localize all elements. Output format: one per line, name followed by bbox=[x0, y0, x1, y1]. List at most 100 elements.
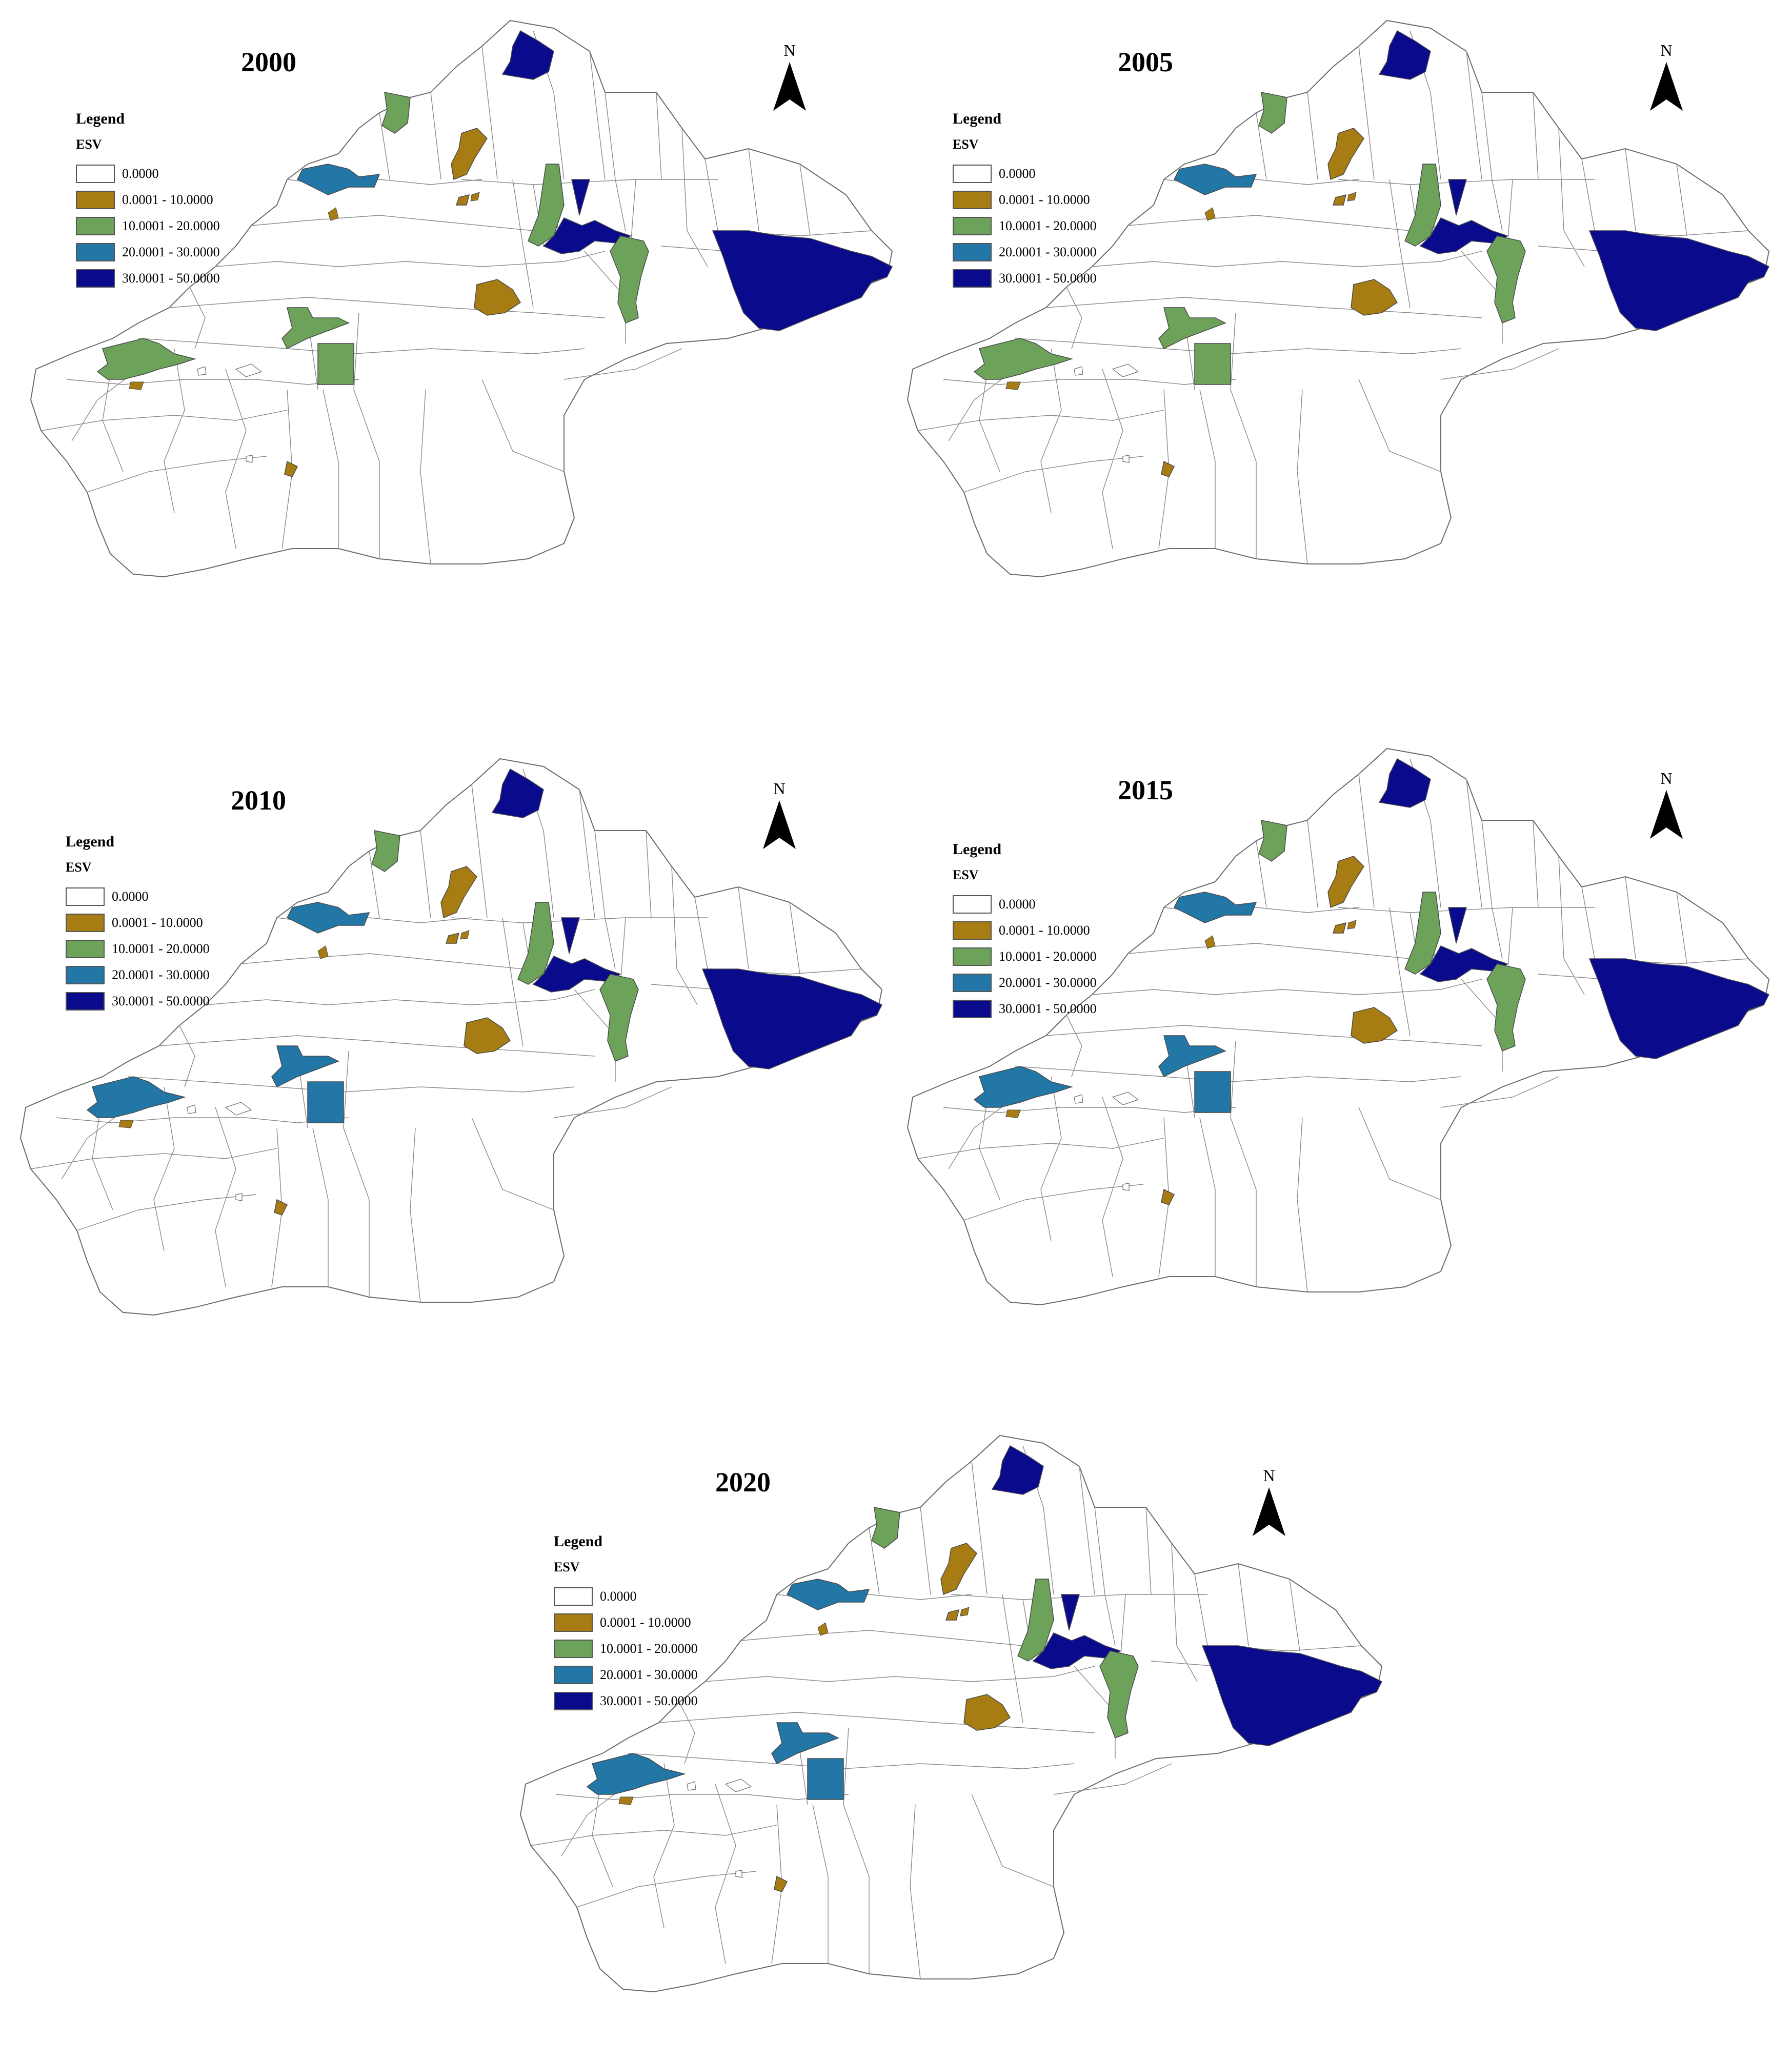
esv-region-central-north bbox=[940, 1543, 977, 1595]
esv-region-central-band bbox=[1419, 217, 1508, 254]
county-boundary bbox=[1538, 974, 1605, 980]
panel-title: 2010 bbox=[231, 785, 286, 816]
lake bbox=[1074, 1094, 1083, 1104]
esv-region-square bbox=[807, 1758, 844, 1800]
north-arrow-glyph bbox=[1650, 62, 1683, 111]
legend-swatch bbox=[554, 1587, 593, 1606]
esv-region-west-big bbox=[973, 338, 1073, 380]
legend-swatch bbox=[66, 939, 105, 958]
county-boundary bbox=[323, 389, 339, 549]
esv-region-central-small bbox=[1332, 194, 1347, 206]
esv-region-small bbox=[328, 207, 339, 221]
map-panel-2010: 2010 Legend ESV 0.0000 0.0001 - 10.0000 10.0… bbox=[10, 749, 902, 1384]
county-boundary bbox=[343, 1050, 349, 1128]
county-boundary bbox=[563, 348, 682, 380]
esv-region-central-south bbox=[1099, 1650, 1139, 1739]
legend-item: 10.0001 - 20.0000 bbox=[66, 936, 210, 962]
county-boundary bbox=[1045, 1025, 1482, 1046]
esv-region-central-small bbox=[1332, 922, 1347, 934]
legend-label: 20.0001 - 30.0000 bbox=[600, 1667, 698, 1682]
esv-region-east-big bbox=[712, 230, 893, 331]
legend-label: 10.0001 - 20.0000 bbox=[122, 218, 220, 233]
county-boundary bbox=[1230, 312, 1236, 390]
legend-item: 0.0000 bbox=[66, 883, 210, 910]
lake bbox=[1074, 366, 1083, 376]
county-boundary bbox=[1625, 876, 1636, 959]
county-boundary bbox=[948, 369, 1016, 441]
legend-item: 0.0001 - 10.0000 bbox=[953, 187, 1097, 213]
legend-field: ESV bbox=[76, 137, 102, 152]
county-boundary bbox=[948, 1097, 1016, 1169]
esv-region-center-mid bbox=[1351, 279, 1398, 316]
county-boundary bbox=[579, 789, 595, 918]
county-boundary bbox=[240, 953, 523, 969]
esv-region-south-small bbox=[274, 1199, 288, 1216]
county-boundary bbox=[1466, 779, 1482, 908]
esv-region-central-north bbox=[1327, 128, 1364, 180]
esv-map-figure: 2000 Legend ESV 0.0000 0.0001 - 10.0000 10.0… bbox=[10, 10, 1770, 1993]
lake bbox=[724, 1779, 752, 1792]
esv-region-northwest-small bbox=[871, 1507, 900, 1549]
legend-label: 0.0000 bbox=[999, 166, 1036, 181]
legend-title: Legend bbox=[66, 833, 115, 850]
county-boundary bbox=[704, 1666, 1095, 1682]
legend-item: 30.0001 - 50.0000 bbox=[554, 1688, 698, 1714]
north-letter: N bbox=[1660, 769, 1673, 787]
esv-region-west-arm bbox=[1158, 1035, 1226, 1078]
legend-swatch bbox=[953, 973, 992, 992]
esv-region-west-big bbox=[973, 1066, 1073, 1108]
esv-region-central-triangle bbox=[1448, 179, 1467, 216]
esv-region-central-vertical bbox=[528, 164, 565, 247]
county-boundary bbox=[481, 379, 565, 472]
legend-swatch bbox=[953, 164, 992, 183]
county-boundary bbox=[869, 1527, 880, 1595]
county-boundary bbox=[1230, 1117, 1257, 1287]
county-boundary bbox=[653, 1763, 675, 1928]
county-boundary bbox=[1358, 1107, 1441, 1200]
legend-label: 0.0001 - 10.0000 bbox=[112, 915, 203, 930]
county-boundary bbox=[1389, 179, 1411, 308]
esv-region-south-small bbox=[774, 1875, 788, 1892]
legend-label: 20.0001 - 30.0000 bbox=[999, 975, 1097, 990]
county-boundary bbox=[502, 917, 523, 1046]
north-letter: N bbox=[773, 779, 786, 798]
legend-label: 0.0000 bbox=[122, 166, 159, 181]
map-panel-2000: 2000 Legend ESV 0.0000 0.0001 - 10.0000 10.0… bbox=[21, 10, 913, 646]
esv-region-northwest-small bbox=[1258, 820, 1287, 862]
county-boundary bbox=[694, 897, 708, 969]
legend-item: 20.0001 - 30.0000 bbox=[554, 1662, 698, 1688]
esv-region-center-mid bbox=[1351, 1007, 1398, 1044]
legend-swatch bbox=[953, 269, 992, 288]
esv-region-central-band bbox=[1032, 1632, 1121, 1669]
county-boundary bbox=[1507, 179, 1513, 247]
county-boundary bbox=[71, 369, 139, 441]
esv-region-small bbox=[618, 1796, 634, 1805]
county-boundary bbox=[158, 1035, 595, 1057]
legend-swatch bbox=[76, 243, 115, 261]
county-boundary bbox=[420, 830, 431, 918]
county-boundary bbox=[594, 830, 616, 969]
esv-region-south-small bbox=[1161, 460, 1175, 477]
esv-region-square bbox=[1194, 343, 1231, 385]
county-boundary bbox=[1092, 251, 1482, 267]
county-boundary bbox=[1581, 886, 1595, 959]
north-arrow-glyph bbox=[1650, 790, 1683, 839]
esv-region-central-triangle bbox=[1448, 907, 1467, 944]
legend-swatch bbox=[953, 243, 992, 261]
county-boundary bbox=[430, 92, 441, 180]
esv-region-central-south bbox=[1486, 963, 1526, 1052]
county-boundary bbox=[1358, 774, 1375, 908]
legend-swatch bbox=[554, 1691, 593, 1710]
esv-region-central-south bbox=[1486, 235, 1526, 324]
legend-swatch bbox=[953, 190, 992, 209]
lake bbox=[735, 1870, 742, 1878]
legend-item: 20.0001 - 30.0000 bbox=[66, 962, 210, 988]
esv-region-square bbox=[317, 343, 354, 385]
county-boundary bbox=[1002, 1594, 1023, 1723]
legend-swatch bbox=[66, 992, 105, 1011]
county-boundary bbox=[1440, 1076, 1559, 1108]
legend-label: 0.0000 bbox=[600, 1588, 637, 1604]
county-boundary bbox=[630, 179, 636, 247]
xinjiang-map bbox=[519, 1434, 1383, 1993]
legend-swatch bbox=[76, 269, 115, 288]
